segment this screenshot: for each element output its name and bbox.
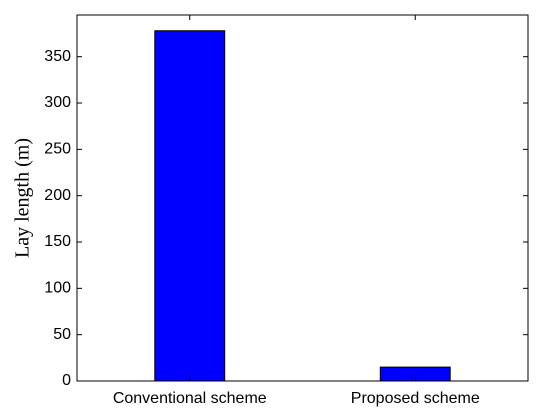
y-tick-label: 0 (62, 372, 71, 389)
y-tick-label: 200 (44, 187, 71, 204)
bar (154, 30, 226, 382)
y-tick-label: 50 (53, 326, 71, 343)
y-tick-label: 100 (44, 280, 71, 297)
x-tick-label: Conventional scheme (113, 390, 267, 407)
plot-frame (76, 14, 529, 382)
y-tick-label: 350 (44, 48, 71, 65)
y-tick-label: 300 (44, 94, 71, 111)
y-tick-label: 250 (44, 141, 71, 158)
x-tick-label: Proposed scheme (351, 390, 480, 407)
y-axis-label: Lay length (m) (12, 138, 34, 258)
y-tick-label: 150 (44, 233, 71, 250)
